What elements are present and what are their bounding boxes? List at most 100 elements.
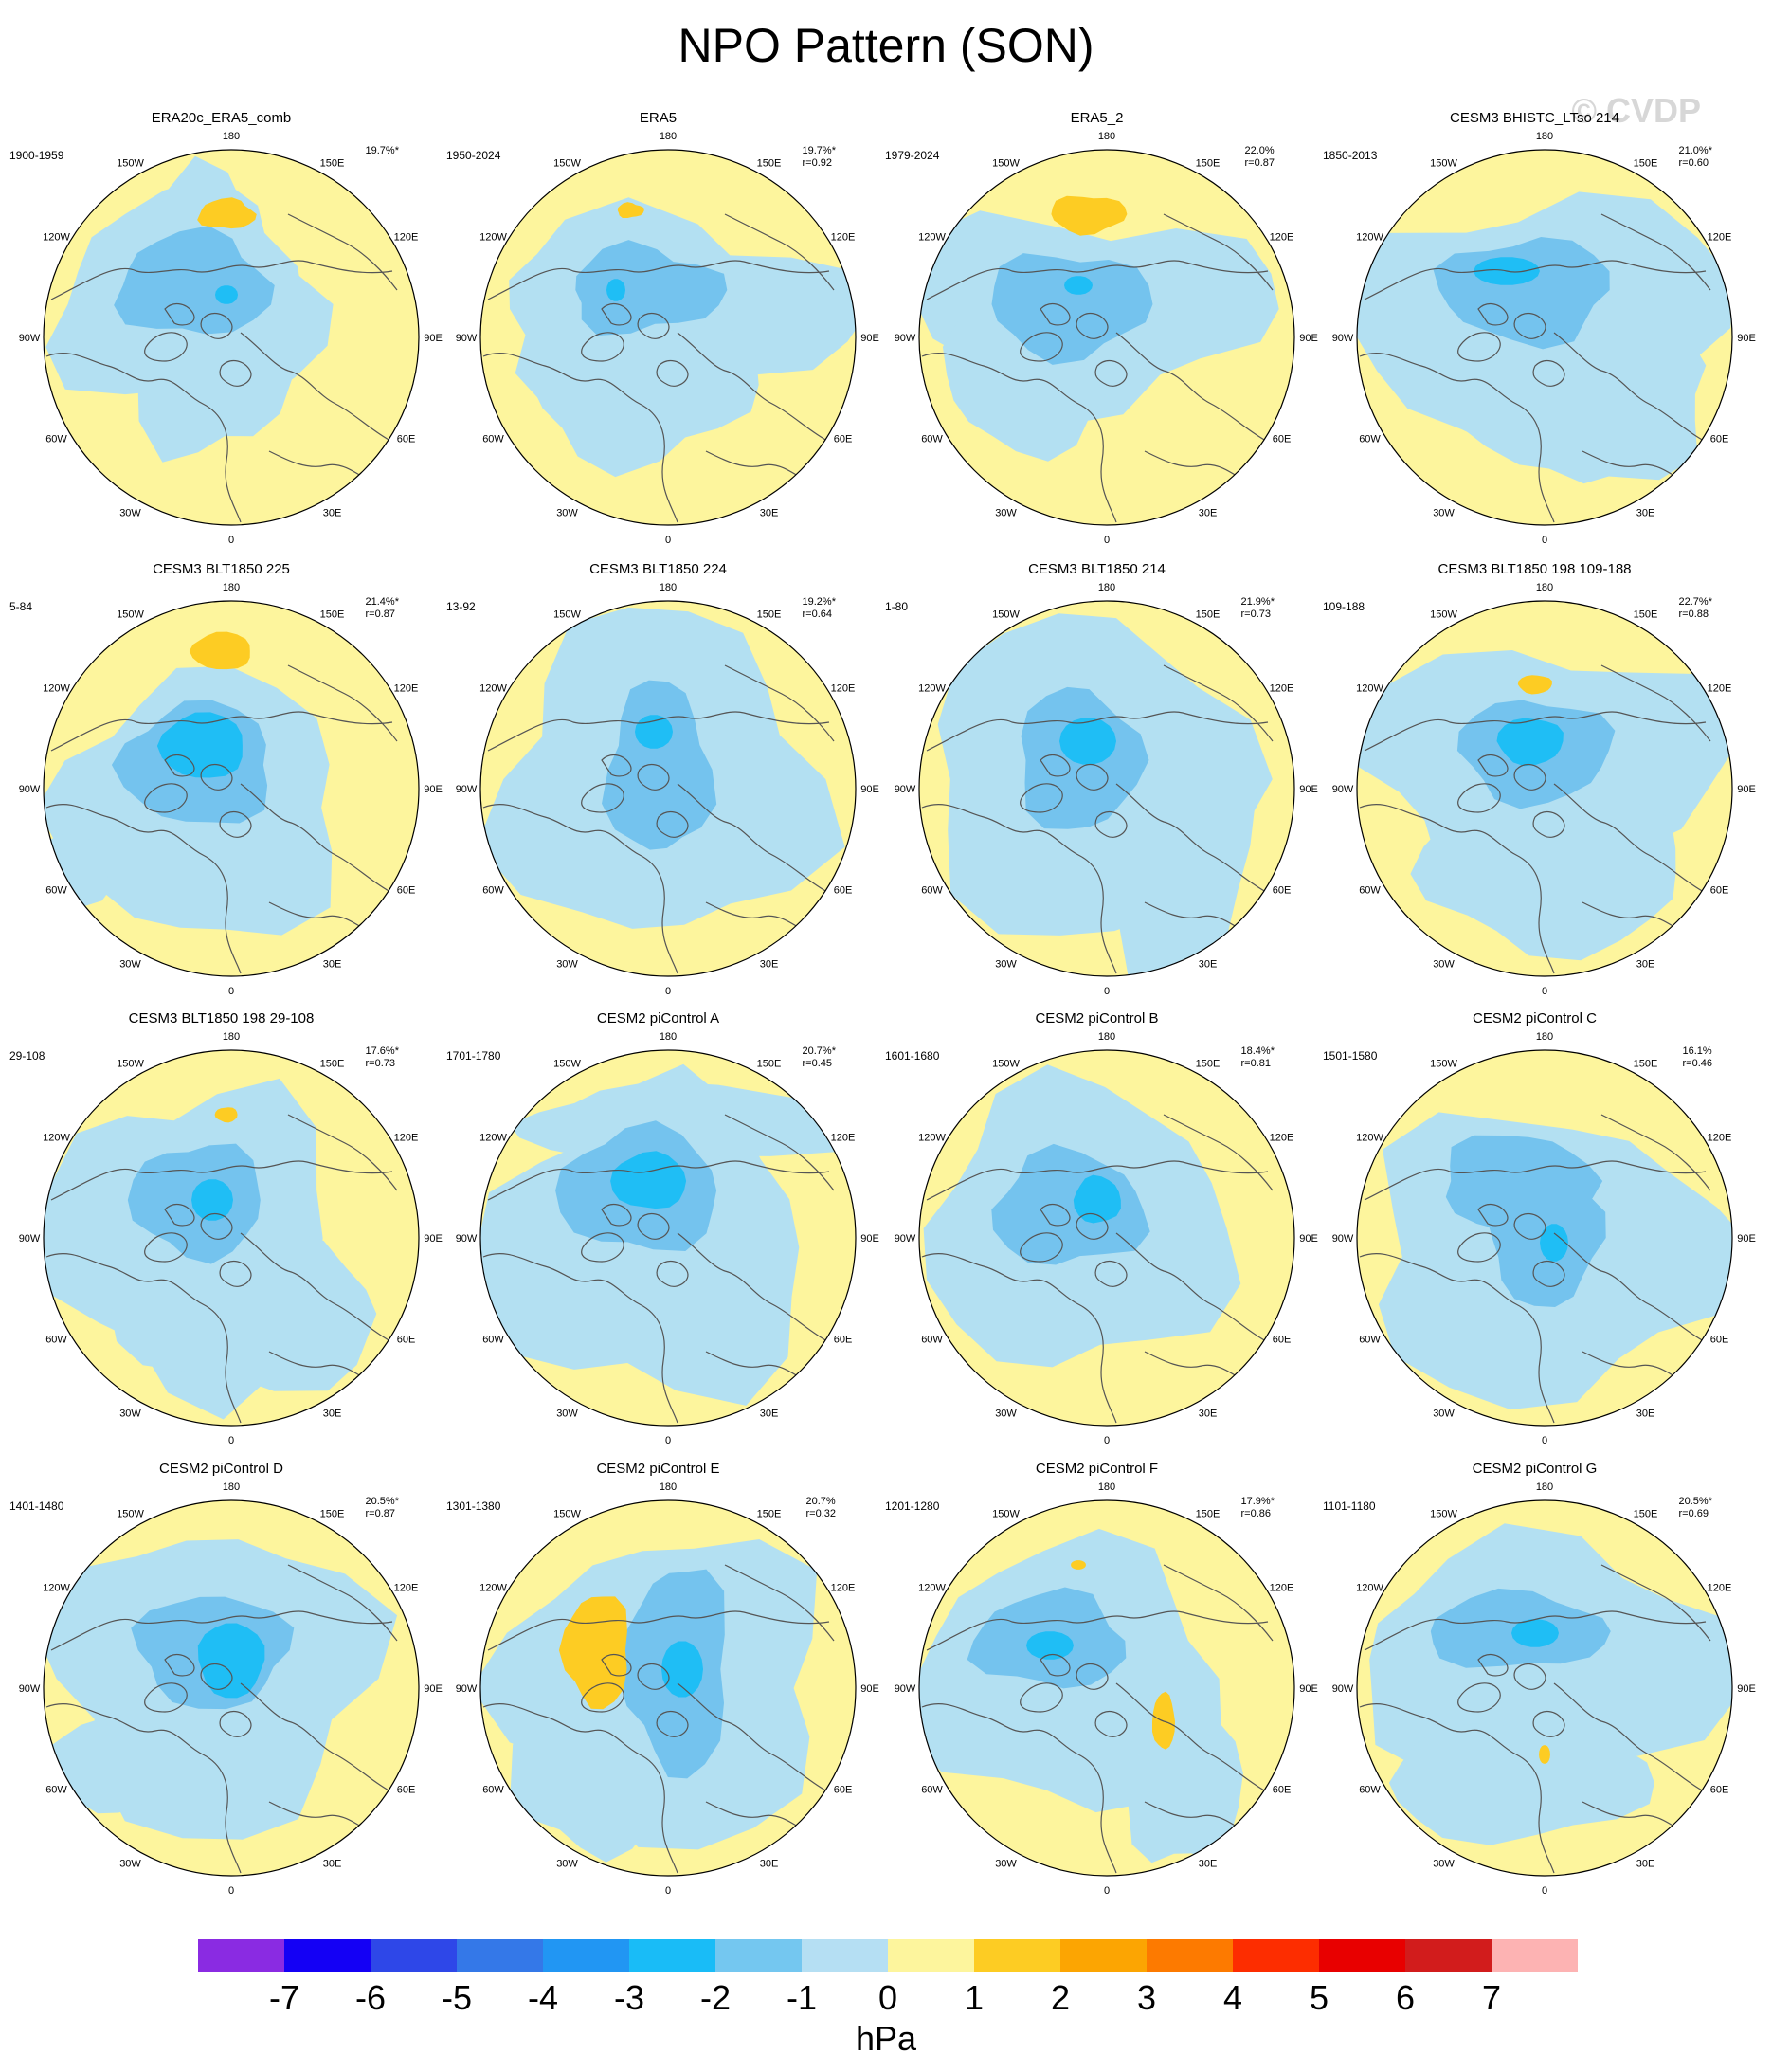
longitude-label: 90E xyxy=(424,784,443,795)
longitude-label: 150W xyxy=(992,1059,1020,1070)
colorbar-segment xyxy=(1319,1939,1406,1972)
panel-pattern-correlation: r=0.81 xyxy=(1240,1058,1272,1069)
anomaly-contours xyxy=(44,1539,398,1874)
polar-map: 180 150E 120E 90E 60E 30E 0 30W 60W 90W 120W 150W xyxy=(895,1031,1318,1446)
colorbar-tick: 3 xyxy=(1136,1978,1157,2017)
panel-stats: 20.7% r=0.32 xyxy=(806,1496,837,1520)
longitude-label: 150E xyxy=(320,1509,345,1520)
coastlines xyxy=(45,213,398,523)
map-border xyxy=(479,600,857,977)
longitude-label: 120W xyxy=(1356,232,1383,244)
positive-anomaly xyxy=(189,631,250,670)
anomaly-contours xyxy=(1357,191,1732,523)
longitude-label: 150W xyxy=(553,1509,581,1520)
anomaly-contours xyxy=(480,607,845,974)
panel-title: CESM3 BLT1850 198 29-108 xyxy=(128,1010,315,1027)
longitude-label: 30E xyxy=(323,1859,342,1870)
negative-anomaly-strong xyxy=(1496,718,1564,767)
panel-title: CESM2 piControl E xyxy=(596,1461,720,1477)
negative-anomaly-weak xyxy=(531,306,759,478)
panel-stats: 20.7%* r=0.45 xyxy=(803,1045,836,1070)
positive-anomaly xyxy=(1071,1560,1086,1570)
longitude-label: 0 xyxy=(1104,1435,1110,1446)
longitude-label: 60W xyxy=(1359,1785,1381,1796)
polar-map: 180 150E 120E 90E 60E 30E 0 30W 60W 90W 120W 150W xyxy=(1332,1481,1756,1897)
longitude-label: 120W xyxy=(43,1133,70,1144)
coastlines xyxy=(45,1114,398,1424)
longitude-label: 0 xyxy=(1104,1885,1110,1897)
panel-years: 1201-1280 xyxy=(885,1499,940,1513)
colorbar-tick: -3 xyxy=(613,1978,644,2017)
longitude-label: 180 xyxy=(1536,131,1553,142)
panel-stats: 21.9%* r=0.73 xyxy=(1241,596,1275,621)
coastlines xyxy=(1359,664,1711,974)
longitude-label: 30E xyxy=(1636,1859,1655,1870)
colorbar-segment xyxy=(1233,1939,1320,1972)
negative-anomaly-strong xyxy=(1511,1619,1559,1647)
map-border xyxy=(1356,1499,1733,1877)
longitude-label: 60W xyxy=(45,1785,67,1796)
positive-anomaly xyxy=(197,197,257,229)
panel-years: 1601-1680 xyxy=(885,1049,940,1063)
longitude-label: 30E xyxy=(323,508,342,519)
longitude-label: 30W xyxy=(556,1859,578,1870)
longitude-label: 0 xyxy=(228,535,234,546)
longitude-label: 0 xyxy=(665,986,671,997)
longitude-label: 0 xyxy=(228,1435,234,1446)
longitude-label: 120W xyxy=(918,1133,946,1144)
longitude-label: 150W xyxy=(553,158,581,170)
longitude-label: 30W xyxy=(1433,1859,1455,1870)
longitude-label: 120E xyxy=(1270,232,1294,244)
longitude-label: 90W xyxy=(19,333,41,344)
longitude-label: 60W xyxy=(45,1335,67,1346)
longitude-label: 0 xyxy=(228,1885,234,1897)
colorbar-tick: 4 xyxy=(1222,1978,1243,2017)
panel-variance-pct: 19.7%* xyxy=(365,145,399,156)
panel-years: 1701-1780 xyxy=(446,1049,501,1063)
panel-years: 29-108 xyxy=(9,1049,45,1063)
negative-anomaly-weak xyxy=(509,1081,856,1160)
panel-variance-pct: 21.0%* xyxy=(1678,145,1712,156)
longitude-label: 150W xyxy=(117,158,144,170)
map-panel-grid: ERA20c_ERA5_comb 1900-1959 19.7%* 180 150E 12… xyxy=(2,110,1756,1897)
longitude-label: 150W xyxy=(992,609,1020,621)
panel-stats: 17.9%* r=0.86 xyxy=(1241,1496,1275,1520)
panel-stats: 22.0% r=0.87 xyxy=(1245,145,1275,170)
longitude-label: 30E xyxy=(323,959,342,971)
longitude-label: 150E xyxy=(1634,1509,1658,1520)
panel-years: 109-188 xyxy=(1323,600,1365,613)
longitude-label: 60E xyxy=(1710,434,1729,445)
longitude-label: 60W xyxy=(45,885,67,897)
longitude-label: 0 xyxy=(665,1435,671,1446)
longitude-label: 30W xyxy=(995,1859,1017,1870)
negative-anomaly-weak xyxy=(111,1227,377,1391)
panel-years: 1501-1580 xyxy=(1323,1049,1378,1063)
longitude-label: 180 xyxy=(660,1031,677,1043)
longitude-label: 60W xyxy=(1359,1335,1381,1346)
panel-years: 1979-2024 xyxy=(885,149,940,162)
longitude-label: 0 xyxy=(1542,986,1547,997)
polar-map: 180 150E 120E 90E 60E 30E 0 30W 60W 90W 120W 150W xyxy=(456,582,879,997)
longitude-label: 120W xyxy=(43,683,70,695)
map-border xyxy=(1356,600,1733,977)
colorbar-segment xyxy=(802,1939,889,1972)
anomaly-contours xyxy=(919,1528,1274,1874)
longitude-label: 120W xyxy=(479,683,507,695)
map-border xyxy=(918,1499,1295,1877)
longitude-label: 60E xyxy=(1710,885,1729,897)
polar-map: 180 150E 120E 90E 60E 30E 0 30W 60W 90W 120W 150W xyxy=(1332,1031,1756,1446)
map-border xyxy=(43,1499,420,1877)
map-border xyxy=(479,149,857,526)
longitude-label: 60W xyxy=(921,885,943,897)
longitude-label: 180 xyxy=(223,1031,240,1043)
longitude-label: 30W xyxy=(556,1409,578,1420)
panel-variance-pct: 16.1% xyxy=(1682,1045,1712,1057)
colorbar-tick: -1 xyxy=(786,1978,817,2017)
longitude-label: 90E xyxy=(1299,1683,1318,1695)
longitude-label: 120E xyxy=(1708,683,1732,695)
panel-stats: 19.7%* xyxy=(366,145,399,157)
longitude-label: 120E xyxy=(1708,232,1732,244)
map-panel: CESM3 BLT1850 198 29-108 29-108 17.6%* r=0.… xyxy=(2,1010,443,1461)
longitude-label: 90W xyxy=(1332,1233,1354,1245)
panel-stats: 17.6%* r=0.73 xyxy=(366,1045,399,1070)
